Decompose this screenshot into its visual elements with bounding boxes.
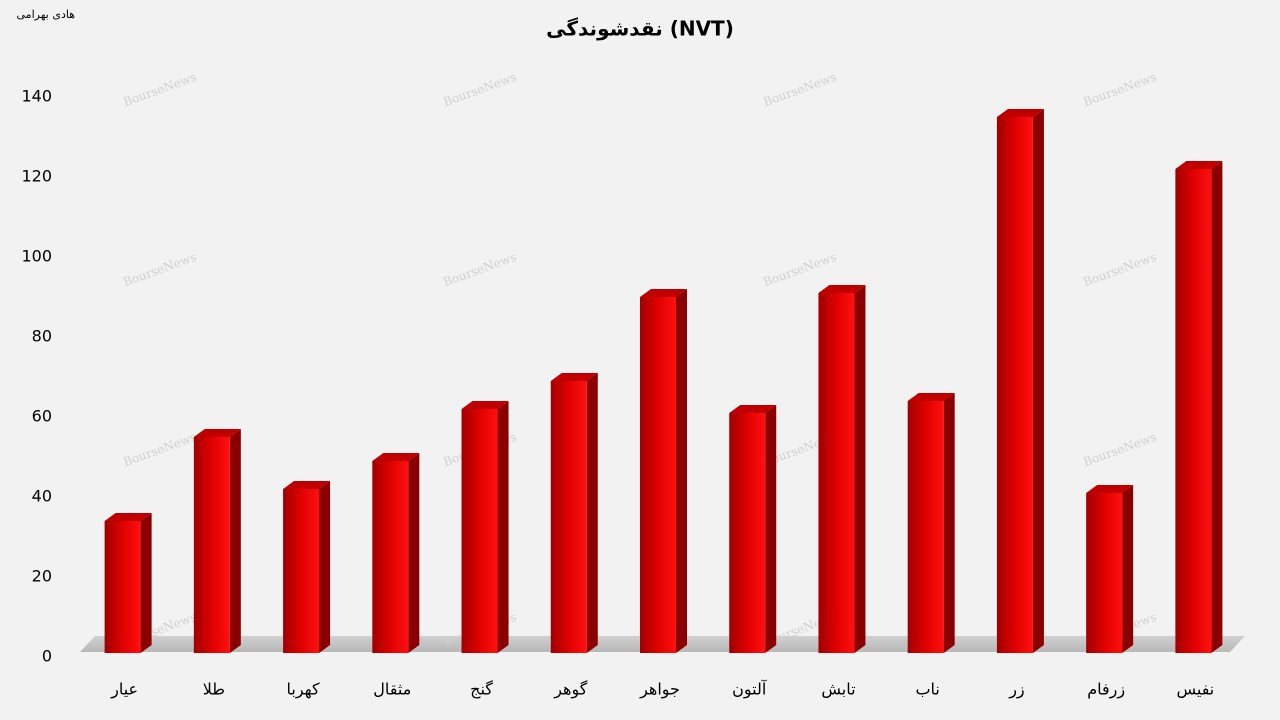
y-tick-label: 100 xyxy=(21,247,52,266)
bar-side xyxy=(1122,485,1134,653)
x-tick-label: نفیس xyxy=(1176,680,1214,700)
x-tick-label: زر xyxy=(1008,680,1024,700)
bar xyxy=(996,117,1033,653)
bar-top xyxy=(372,453,420,461)
bar xyxy=(907,401,944,653)
bar xyxy=(1175,169,1212,653)
bar-side xyxy=(943,393,955,653)
bar-top xyxy=(996,109,1044,117)
bar-side xyxy=(1032,109,1044,653)
bar-side xyxy=(140,513,152,653)
bar xyxy=(193,437,230,653)
bar xyxy=(640,297,676,653)
bar-top xyxy=(104,513,152,521)
bar-top xyxy=(193,429,241,437)
x-tick-label: آلتون xyxy=(732,680,768,700)
bar xyxy=(550,381,587,653)
bar-side xyxy=(319,481,331,653)
bar-top xyxy=(283,481,331,489)
bar-side xyxy=(408,453,420,653)
x-tick-label: گنج xyxy=(470,680,493,699)
bar xyxy=(372,461,409,653)
y-tick-label: 40 xyxy=(32,487,52,506)
bar-top xyxy=(907,393,955,401)
y-tick-label: 0 xyxy=(42,647,52,666)
x-tick-label: کهربا xyxy=(286,680,320,700)
author: هادی بهرامی xyxy=(17,8,76,21)
chart-title: نقدشوندگی (NVT) xyxy=(546,17,734,41)
bar-top xyxy=(550,373,598,381)
bar-top xyxy=(1086,485,1134,493)
bar xyxy=(1086,493,1123,653)
bar-top xyxy=(818,285,866,293)
x-tick-label: ناب xyxy=(915,680,939,699)
bar-side xyxy=(1211,161,1223,653)
bar-side xyxy=(854,285,866,653)
bar-side xyxy=(586,373,598,653)
bar xyxy=(461,409,498,653)
x-tick-label: جواهر xyxy=(639,680,680,700)
x-tick-label: گوهر xyxy=(553,680,588,700)
bar-side xyxy=(497,401,509,653)
bar-top xyxy=(640,289,687,297)
x-tick-label: عیار xyxy=(110,680,138,700)
y-tick-label: 140 xyxy=(21,87,52,106)
bar xyxy=(104,521,141,653)
x-tick-label: مثقال xyxy=(373,680,411,699)
x-tick-label: زرفام xyxy=(1087,680,1125,700)
y-tick-label: 60 xyxy=(32,407,52,426)
bar xyxy=(818,293,855,653)
y-tick-label: 20 xyxy=(32,567,52,586)
bar-top xyxy=(729,405,777,413)
bar xyxy=(283,489,320,653)
bar-top xyxy=(1175,161,1223,169)
bar-top xyxy=(461,401,509,409)
x-tick-label: تابش xyxy=(821,680,855,700)
bar-side xyxy=(765,405,777,653)
y-tick-label: 80 xyxy=(32,327,52,346)
y-tick-label: 120 xyxy=(21,167,52,186)
x-tick-label: طلا xyxy=(203,680,225,699)
bar-side xyxy=(229,429,241,653)
bar-side xyxy=(676,289,687,653)
bar xyxy=(729,413,766,653)
